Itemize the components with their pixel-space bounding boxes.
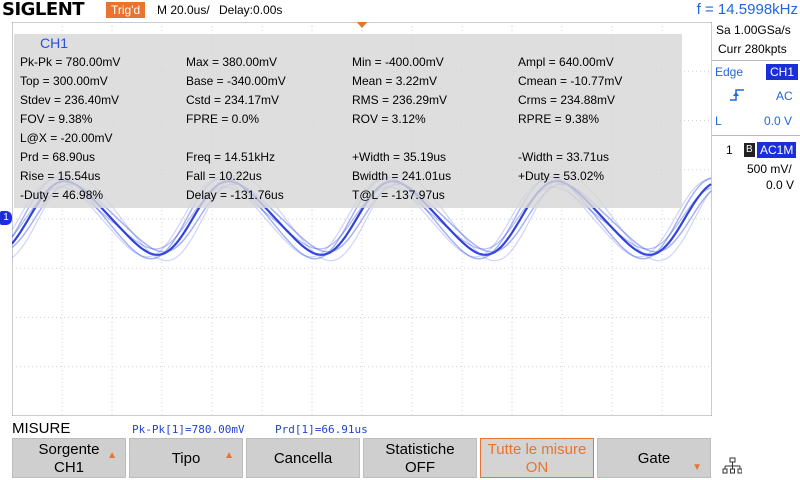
- measurement-value: Rise = 15.54us: [20, 169, 101, 183]
- network-icon: [722, 457, 742, 474]
- measurement-value: +Width = 35.19us: [352, 150, 447, 164]
- timebase-readout: M 20.0us/: [157, 3, 210, 17]
- measurement-value: FPRE = 0.0%: [186, 112, 260, 126]
- ch1-ground-marker[interactable]: 1: [0, 211, 12, 225]
- frequency-counter-readout: f = 14.5998kHz: [696, 1, 798, 18]
- down-arrow-icon: ▼: [692, 462, 702, 473]
- channel-offset: 0.0 V: [766, 178, 795, 192]
- measurement-value: Bwidth = 241.01us: [352, 169, 452, 183]
- top-status-bar: [0, 0, 800, 20]
- measurement-value: Fall = 10.22us: [186, 169, 262, 183]
- measurement-value: Cmean = -10.77mV: [518, 74, 623, 88]
- softkey-all-measurements-value: ON: [525, 459, 549, 476]
- measurement-value: T@L = -137.97us: [352, 188, 445, 202]
- up-arrow-icon: ▲: [224, 450, 234, 461]
- softkey-gate-label: Gate: [637, 450, 671, 467]
- measurement-value: Prd = 68.90us: [20, 150, 96, 164]
- measurement-value: RPRE = 9.38%: [518, 112, 600, 126]
- right-info-panel: [712, 20, 800, 420]
- trigger-level-value: 0.0 V: [764, 114, 793, 128]
- softkey-gate[interactable]: Gate ▼: [597, 438, 711, 478]
- delay-readout: Delay:0.00s: [219, 3, 283, 17]
- measurement-value: Top = 300.00mV: [20, 74, 108, 88]
- bandwidth-limit-flag: B: [744, 143, 755, 157]
- quick-measure-period: Prd[1]=66.91us: [275, 423, 368, 436]
- channel-coupling-badge[interactable]: AC1M: [757, 142, 797, 158]
- right-divider-2: [712, 135, 800, 136]
- measurement-value: Crms = 234.88mV: [518, 93, 616, 107]
- softkey-clear-label: Cancella: [273, 450, 333, 467]
- measurement-value: RMS = 236.29mV: [352, 93, 448, 107]
- measurement-value: Base = -340.00mV: [186, 74, 286, 88]
- trigger-level-label: L: [715, 114, 722, 128]
- measurement-value: ROV = 3.12%: [352, 112, 426, 126]
- softkey-clear[interactable]: Cancella: [246, 438, 360, 478]
- trigger-position-marker[interactable]: [353, 22, 371, 28]
- measurement-channel-title: CH1: [40, 35, 69, 51]
- softkey-all-measurements-label: Tutte le misure: [487, 441, 587, 458]
- menu-title: MISURE: [12, 420, 71, 437]
- softkey-statistics-value: OFF: [405, 459, 435, 476]
- trigger-source-badge: CH1: [766, 64, 799, 80]
- measurement-value: +Duty = 53.02%: [518, 169, 605, 183]
- measurement-value: Stdev = 236.40mV: [20, 93, 120, 107]
- measurement-value: FOV = 9.38%: [20, 112, 93, 126]
- softkey-all-measurements[interactable]: Tutte le misure ON: [480, 438, 594, 478]
- softkey-statistics[interactable]: Statistiche OFF: [363, 438, 477, 478]
- brand-logo: SIGLENT: [2, 0, 85, 20]
- softkey-type[interactable]: Tipo ▲: [129, 438, 243, 478]
- softkey-source-label: Sorgente: [38, 441, 100, 458]
- measurement-value: L@X = -20.00mV: [20, 131, 113, 145]
- rising-edge-icon: [730, 89, 744, 101]
- ch1-marker-label: 1: [3, 212, 9, 223]
- measurement-value: Min = -400.00mV: [352, 55, 444, 69]
- measurement-value: Pk-Pk = 780.00mV: [20, 55, 121, 69]
- up-arrow-icon: ▲: [107, 450, 117, 461]
- measurement-value: Ampl = 640.00mV: [518, 55, 614, 69]
- measurement-value: Delay = -131.76us: [186, 188, 284, 202]
- trigger-status-badge: Trig'd: [106, 2, 146, 18]
- softkey-source[interactable]: Sorgente CH1 ▲: [12, 438, 126, 478]
- trigger-coupling: AC: [776, 89, 793, 103]
- sample-rate: Sa 1.00GSa/s: [716, 23, 791, 37]
- trigger-type: Edge: [715, 65, 744, 79]
- measurement-value: Freq = 14.51kHz: [186, 150, 276, 164]
- right-divider: [712, 60, 800, 61]
- measurement-value: -Duty = 46.98%: [20, 188, 104, 202]
- softkey-source-value: CH1: [53, 459, 84, 476]
- measurement-panel: [14, 34, 682, 208]
- memory-depth: Curr 280kpts: [718, 42, 787, 56]
- quick-measure-pkpk: Pk-Pk[1]=780.00mV: [132, 423, 245, 436]
- measurement-value: Cstd = 234.17mV: [186, 93, 280, 107]
- softkey-type-label: Tipo: [171, 450, 201, 467]
- measurement-value: Mean = 3.22mV: [352, 74, 438, 88]
- volts-per-div: 500 mV/: [747, 162, 792, 176]
- channel-number: 1: [726, 143, 733, 157]
- measurement-value: -Width = 33.71us: [518, 150, 610, 164]
- measurement-value: Max = 380.00mV: [186, 55, 278, 69]
- softkey-statistics-label: Statistiche: [385, 441, 455, 458]
